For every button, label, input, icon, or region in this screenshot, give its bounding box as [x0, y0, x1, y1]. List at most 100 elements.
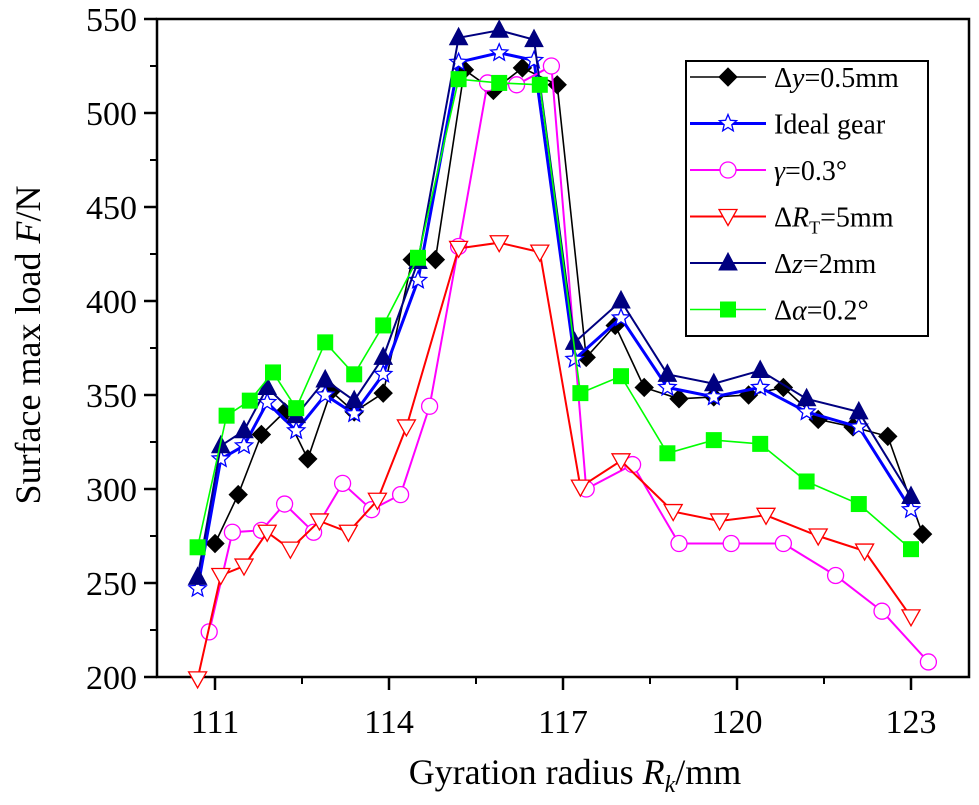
- data-point: [873, 602, 891, 620]
- data-point: [489, 235, 510, 254]
- legend-symbol: z: [791, 249, 803, 280]
- data-point: [900, 609, 922, 628]
- data-point: [659, 445, 676, 462]
- data-point: [372, 363, 394, 384]
- data-point: [610, 453, 632, 472]
- y-tick-label: 300: [86, 472, 137, 509]
- y-tick-label: 200: [86, 660, 137, 697]
- y-tick-label: 500: [86, 96, 137, 133]
- data-point: [391, 485, 410, 504]
- data-point: [333, 474, 352, 493]
- legend-marker: [717, 208, 739, 227]
- legend-item: Δα=0.2°: [690, 296, 869, 327]
- x-axis-title-suffix: /mm: [675, 752, 741, 792]
- data-point: [396, 419, 417, 438]
- data-point: [750, 359, 771, 379]
- legend-rest: =0.3°: [785, 156, 847, 187]
- legend-symbol: α: [792, 296, 808, 327]
- data-point: [705, 432, 722, 449]
- data-point: [752, 435, 769, 452]
- data-point: [346, 366, 363, 383]
- x-tick-label: 114: [364, 704, 414, 741]
- legend-marker: [718, 67, 738, 87]
- legend-symbol: y: [789, 63, 805, 94]
- y-tick-label: 450: [86, 190, 137, 227]
- data-point: [850, 496, 867, 513]
- legend-symbol: γ: [774, 156, 786, 187]
- data-point: [657, 363, 678, 382]
- data-point: [314, 384, 336, 404]
- data-point: [848, 400, 869, 420]
- data-point: [900, 499, 922, 519]
- y-tick-label: 350: [86, 378, 137, 415]
- data-point: [338, 524, 359, 543]
- data-point: [410, 249, 426, 266]
- legend-box: [685, 60, 929, 337]
- data-point: [488, 42, 510, 62]
- y-axis-title: Surface max load F/N: [8, 186, 48, 505]
- data-point: [657, 376, 678, 397]
- data-point: [798, 473, 815, 490]
- legend-label: γ=0.3°: [774, 156, 847, 187]
- legend-subscript: T: [809, 218, 820, 238]
- legend-label: ΔRT=5mm: [774, 203, 894, 238]
- data-point: [288, 400, 305, 417]
- data-point: [808, 528, 829, 547]
- data-point: [233, 435, 255, 455]
- data-point: [901, 485, 921, 505]
- y-axis-title-suffix: /N: [8, 186, 48, 222]
- data-point: [669, 389, 689, 409]
- data-point: [903, 541, 919, 558]
- x-axis-ticks: 111 114 117 120 123: [191, 677, 937, 741]
- x-axis-title-prefix: Gyration radius: [409, 752, 643, 792]
- data-point: [854, 543, 875, 562]
- data-point: [826, 566, 845, 585]
- data-point: [796, 401, 817, 421]
- legend-label: Δα=0.2°: [774, 296, 869, 327]
- data-point: [375, 317, 392, 334]
- data-point: [210, 567, 231, 586]
- data-point: [234, 419, 254, 439]
- data-point: [257, 524, 278, 543]
- legend-marker: [718, 251, 738, 271]
- data-point: [298, 449, 318, 469]
- x-tick-label: 120: [712, 704, 763, 741]
- y-tick-label: 400: [86, 284, 137, 321]
- y-tick-label: 250: [86, 566, 137, 603]
- x-axis-title-subscript: k: [665, 772, 676, 798]
- data-point: [610, 307, 632, 327]
- data-point: [448, 240, 469, 259]
- data-point: [489, 19, 510, 38]
- data-point: [524, 28, 544, 48]
- data-point: [634, 377, 654, 398]
- data-point: [275, 495, 294, 513]
- series-5: [189, 71, 919, 558]
- data-point: [572, 385, 589, 402]
- data-point: [309, 513, 330, 532]
- data-point: [187, 566, 208, 585]
- x-tick-label: 111: [191, 704, 239, 741]
- y-axis-title-prefix: Surface max load: [8, 244, 48, 505]
- legend-delta: Δ: [774, 63, 792, 94]
- legend-item: Ideal gear: [690, 110, 886, 141]
- legend-symbol: R: [791, 203, 809, 234]
- data-point: [722, 534, 740, 553]
- legend-marker: [720, 301, 736, 318]
- data-point: [420, 397, 439, 415]
- data-point: [187, 671, 208, 690]
- x-axis-title: Gyration radius Rk/mm: [409, 752, 742, 798]
- data-point: [796, 387, 817, 407]
- data-point: [251, 424, 272, 445]
- x-tick-label: 117: [538, 704, 588, 741]
- legend-delta: Δ: [774, 249, 792, 280]
- series-layer: [187, 19, 938, 690]
- data-point: [703, 386, 725, 406]
- data-point: [663, 503, 684, 522]
- data-point: [373, 346, 394, 365]
- data-point: [878, 426, 898, 447]
- data-point: [189, 539, 206, 556]
- data-point: [670, 534, 688, 553]
- y-axis-title-symbol: F: [8, 221, 48, 245]
